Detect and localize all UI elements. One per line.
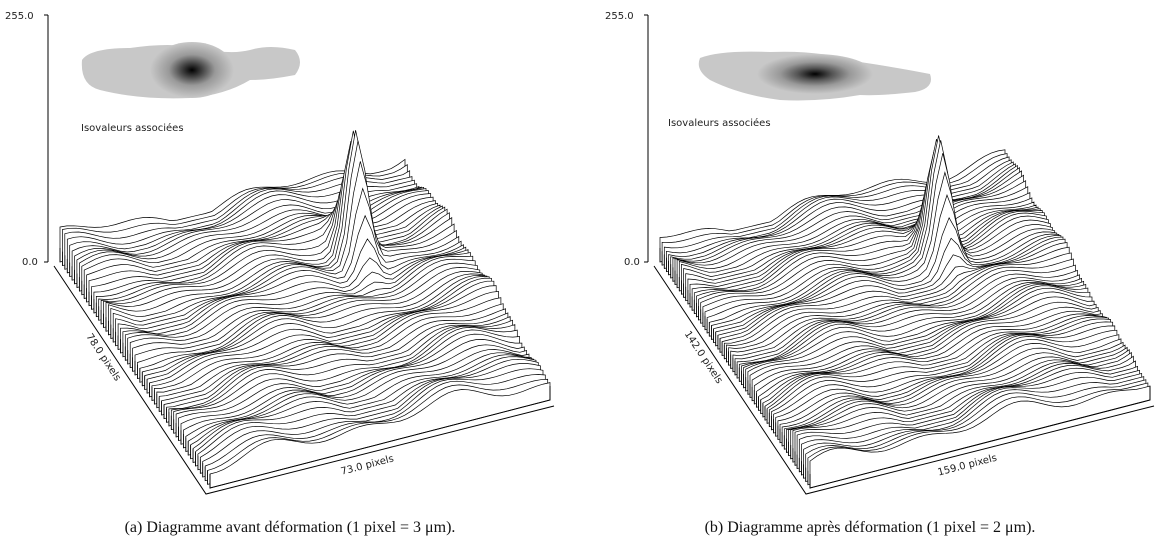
z-max-label: 255.0 (5, 11, 34, 22)
panel-a: 255.0 0.0 Isovaleurs associées (a) Diagr… (5, 11, 555, 536)
front-wall (209, 386, 551, 489)
z-max-label: 255.0 (605, 11, 634, 22)
caption: (b) Diagramme après déformation (1 pixel… (705, 519, 1036, 536)
isovalue-core (757, 54, 873, 94)
panel-b: 255.0 0.0 Isovaleurs associées (b) Diagr… (605, 11, 1155, 536)
caption: (a) Diagramme avant déformation (1 pixel… (125, 519, 456, 536)
right-axis-label: 73.0 pixels (340, 453, 395, 477)
z-min-label: 0.0 (624, 257, 640, 268)
front-wall (809, 386, 1151, 489)
inset-label: Isovaleurs associées (668, 117, 771, 129)
right-axis-label: 159.0 pixels (937, 453, 999, 479)
inset-label: Isovaleurs associées (81, 122, 184, 134)
base-frame (653, 265, 1155, 495)
z-min-label: 0.0 (22, 257, 38, 268)
base-frame (53, 265, 555, 495)
isovalue-core (150, 42, 234, 98)
